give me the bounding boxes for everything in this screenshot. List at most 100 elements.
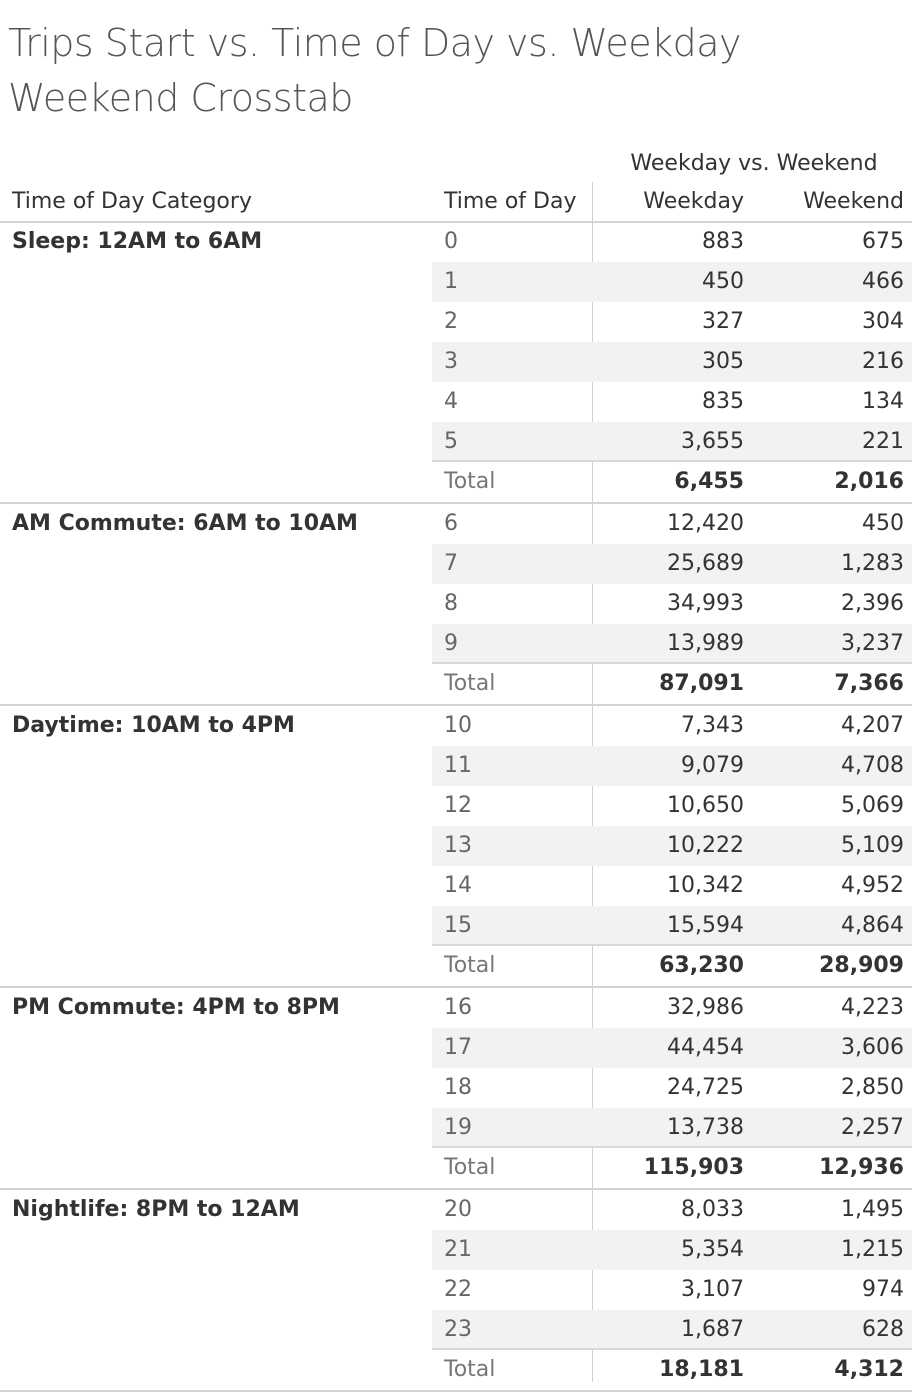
weekday-total[interactable]: 115,903 bbox=[643, 1155, 744, 1180]
weekday-value[interactable]: 10,342 bbox=[667, 873, 744, 898]
table-row[interactable]: 16 32,986 4,223 bbox=[0, 988, 912, 1028]
weekend-value[interactable]: 221 bbox=[862, 429, 904, 454]
weekend-value[interactable]: 1,283 bbox=[841, 551, 904, 576]
header-time-of-day-category[interactable]: Time of Day Category bbox=[12, 189, 252, 214]
header-weekday[interactable]: Weekday bbox=[643, 189, 744, 214]
weekday-value[interactable]: 5,354 bbox=[681, 1237, 744, 1262]
weekend-total[interactable]: 2,016 bbox=[834, 469, 904, 494]
weekend-value[interactable]: 2,850 bbox=[841, 1075, 904, 1100]
table-row[interactable]: 12 10,650 5,069 bbox=[0, 786, 912, 826]
hour-cell[interactable]: 20 bbox=[444, 1197, 472, 1222]
weekday-total[interactable]: 18,181 bbox=[659, 1357, 744, 1382]
weekend-value[interactable]: 675 bbox=[862, 229, 904, 254]
weekday-value[interactable]: 34,993 bbox=[667, 591, 744, 616]
weekend-value[interactable]: 4,864 bbox=[841, 913, 904, 938]
total-row[interactable]: Total 63,230 28,909 bbox=[0, 944, 912, 986]
weekday-value[interactable]: 44,454 bbox=[667, 1035, 744, 1060]
total-label[interactable]: Total bbox=[444, 953, 496, 978]
hour-cell[interactable]: 13 bbox=[444, 833, 472, 858]
table-row[interactable]: 13 10,222 5,109 bbox=[0, 826, 912, 866]
table-row[interactable]: 14 10,342 4,952 bbox=[0, 866, 912, 906]
total-row[interactable]: Total 6,455 2,016 bbox=[0, 460, 912, 502]
weekday-value[interactable]: 9,079 bbox=[681, 753, 744, 778]
table-row[interactable]: 3 305 216 bbox=[0, 342, 912, 382]
weekend-value[interactable]: 1,215 bbox=[841, 1237, 904, 1262]
hour-cell[interactable]: 9 bbox=[444, 631, 458, 656]
weekend-value[interactable]: 3,237 bbox=[841, 631, 904, 656]
weekend-value[interactable]: 5,109 bbox=[841, 833, 904, 858]
weekend-total[interactable]: 12,936 bbox=[819, 1155, 904, 1180]
category-label[interactable]: Sleep: 12AM to 6AM bbox=[12, 229, 263, 254]
weekend-value[interactable]: 134 bbox=[862, 389, 904, 414]
hour-cell[interactable]: 1 bbox=[444, 269, 458, 294]
category-label[interactable]: Nightlife: 8PM to 12AM bbox=[12, 1197, 300, 1222]
weekend-value[interactable]: 974 bbox=[862, 1277, 904, 1302]
hour-cell[interactable]: 18 bbox=[444, 1075, 472, 1100]
weekend-value[interactable]: 2,396 bbox=[841, 591, 904, 616]
total-row[interactable]: Total 87,091 7,366 bbox=[0, 662, 912, 704]
weekday-value[interactable]: 7,343 bbox=[681, 713, 744, 738]
weekend-value[interactable]: 4,223 bbox=[841, 995, 904, 1020]
table-row[interactable]: 23 1,687 628 bbox=[0, 1310, 912, 1350]
weekend-total[interactable]: 28,909 bbox=[819, 953, 904, 978]
total-label[interactable]: Total bbox=[444, 469, 496, 494]
weekend-value[interactable]: 3,606 bbox=[841, 1035, 904, 1060]
table-row[interactable]: 9 13,989 3,237 bbox=[0, 624, 912, 664]
weekend-value[interactable]: 216 bbox=[862, 349, 904, 374]
total-label[interactable]: Total bbox=[444, 1357, 496, 1382]
table-row[interactable]: 6 12,420 450 bbox=[0, 504, 912, 544]
weekday-value[interactable]: 25,689 bbox=[667, 551, 744, 576]
weekend-total[interactable]: 4,312 bbox=[834, 1357, 904, 1382]
weekend-value[interactable]: 1,495 bbox=[841, 1197, 904, 1222]
table-row[interactable]: 22 3,107 974 bbox=[0, 1270, 912, 1310]
weekday-value[interactable]: 327 bbox=[702, 309, 744, 334]
weekday-value[interactable]: 24,725 bbox=[667, 1075, 744, 1100]
table-row[interactable]: 0 883 675 bbox=[0, 222, 912, 262]
hour-cell[interactable]: 23 bbox=[444, 1317, 472, 1342]
weekday-value[interactable]: 13,738 bbox=[667, 1115, 744, 1140]
weekend-value[interactable]: 5,069 bbox=[841, 793, 904, 818]
hour-cell[interactable]: 0 bbox=[444, 229, 458, 254]
weekend-value[interactable]: 4,708 bbox=[841, 753, 904, 778]
weekend-value[interactable]: 4,952 bbox=[841, 873, 904, 898]
weekend-value[interactable]: 4,207 bbox=[841, 713, 904, 738]
weekday-value[interactable]: 12,420 bbox=[667, 511, 744, 536]
category-label[interactable]: AM Commute: 6AM to 10AM bbox=[12, 511, 358, 536]
hour-cell[interactable]: 17 bbox=[444, 1035, 472, 1060]
weekday-value[interactable]: 883 bbox=[702, 229, 744, 254]
total-label[interactable]: Total bbox=[444, 671, 496, 696]
total-label[interactable]: Total bbox=[444, 1155, 496, 1180]
table-row[interactable]: 10 7,343 4,207 bbox=[0, 706, 912, 746]
weekday-value[interactable]: 450 bbox=[702, 269, 744, 294]
hour-cell[interactable]: 22 bbox=[444, 1277, 472, 1302]
weekend-value[interactable]: 2,257 bbox=[841, 1115, 904, 1140]
table-row[interactable]: 7 25,689 1,283 bbox=[0, 544, 912, 584]
weekday-value[interactable]: 13,989 bbox=[667, 631, 744, 656]
weekday-value[interactable]: 3,107 bbox=[681, 1277, 744, 1302]
category-label[interactable]: Daytime: 10AM to 4PM bbox=[12, 713, 295, 738]
table-row[interactable]: 15 15,594 4,864 bbox=[0, 906, 912, 946]
weekday-total[interactable]: 63,230 bbox=[659, 953, 744, 978]
category-label[interactable]: PM Commute: 4PM to 8PM bbox=[12, 995, 340, 1020]
hour-cell[interactable]: 4 bbox=[444, 389, 458, 414]
weekday-value[interactable]: 10,650 bbox=[667, 793, 744, 818]
hour-cell[interactable]: 16 bbox=[444, 995, 472, 1020]
weekend-value[interactable]: 466 bbox=[862, 269, 904, 294]
table-row[interactable]: 20 8,033 1,495 bbox=[0, 1190, 912, 1230]
hour-cell[interactable]: 14 bbox=[444, 873, 472, 898]
weekday-total[interactable]: 87,091 bbox=[659, 671, 744, 696]
weekend-value[interactable]: 628 bbox=[862, 1317, 904, 1342]
hour-cell[interactable]: 15 bbox=[444, 913, 472, 938]
table-row[interactable]: 5 3,655 221 bbox=[0, 422, 912, 462]
hour-cell[interactable]: 12 bbox=[444, 793, 472, 818]
table-row[interactable]: 21 5,354 1,215 bbox=[0, 1230, 912, 1270]
header-weekend[interactable]: Weekend bbox=[803, 189, 904, 214]
hour-cell[interactable]: 5 bbox=[444, 429, 458, 454]
weekday-value[interactable]: 3,655 bbox=[681, 429, 744, 454]
weekday-value[interactable]: 15,594 bbox=[667, 913, 744, 938]
weekday-value[interactable]: 8,033 bbox=[681, 1197, 744, 1222]
weekend-value[interactable]: 450 bbox=[862, 511, 904, 536]
weekday-value[interactable]: 1,687 bbox=[681, 1317, 744, 1342]
hour-cell[interactable]: 10 bbox=[444, 713, 472, 738]
hour-cell[interactable]: 8 bbox=[444, 591, 458, 616]
